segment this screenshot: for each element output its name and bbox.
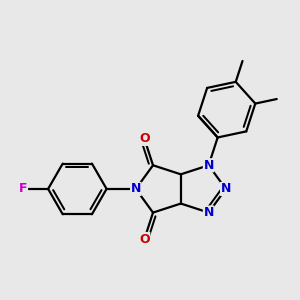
Text: N: N: [203, 159, 214, 172]
Text: N: N: [130, 182, 141, 195]
Text: N: N: [203, 206, 214, 219]
Text: F: F: [19, 182, 28, 195]
Text: N: N: [220, 182, 231, 195]
Text: O: O: [139, 132, 150, 146]
Text: O: O: [139, 232, 150, 245]
